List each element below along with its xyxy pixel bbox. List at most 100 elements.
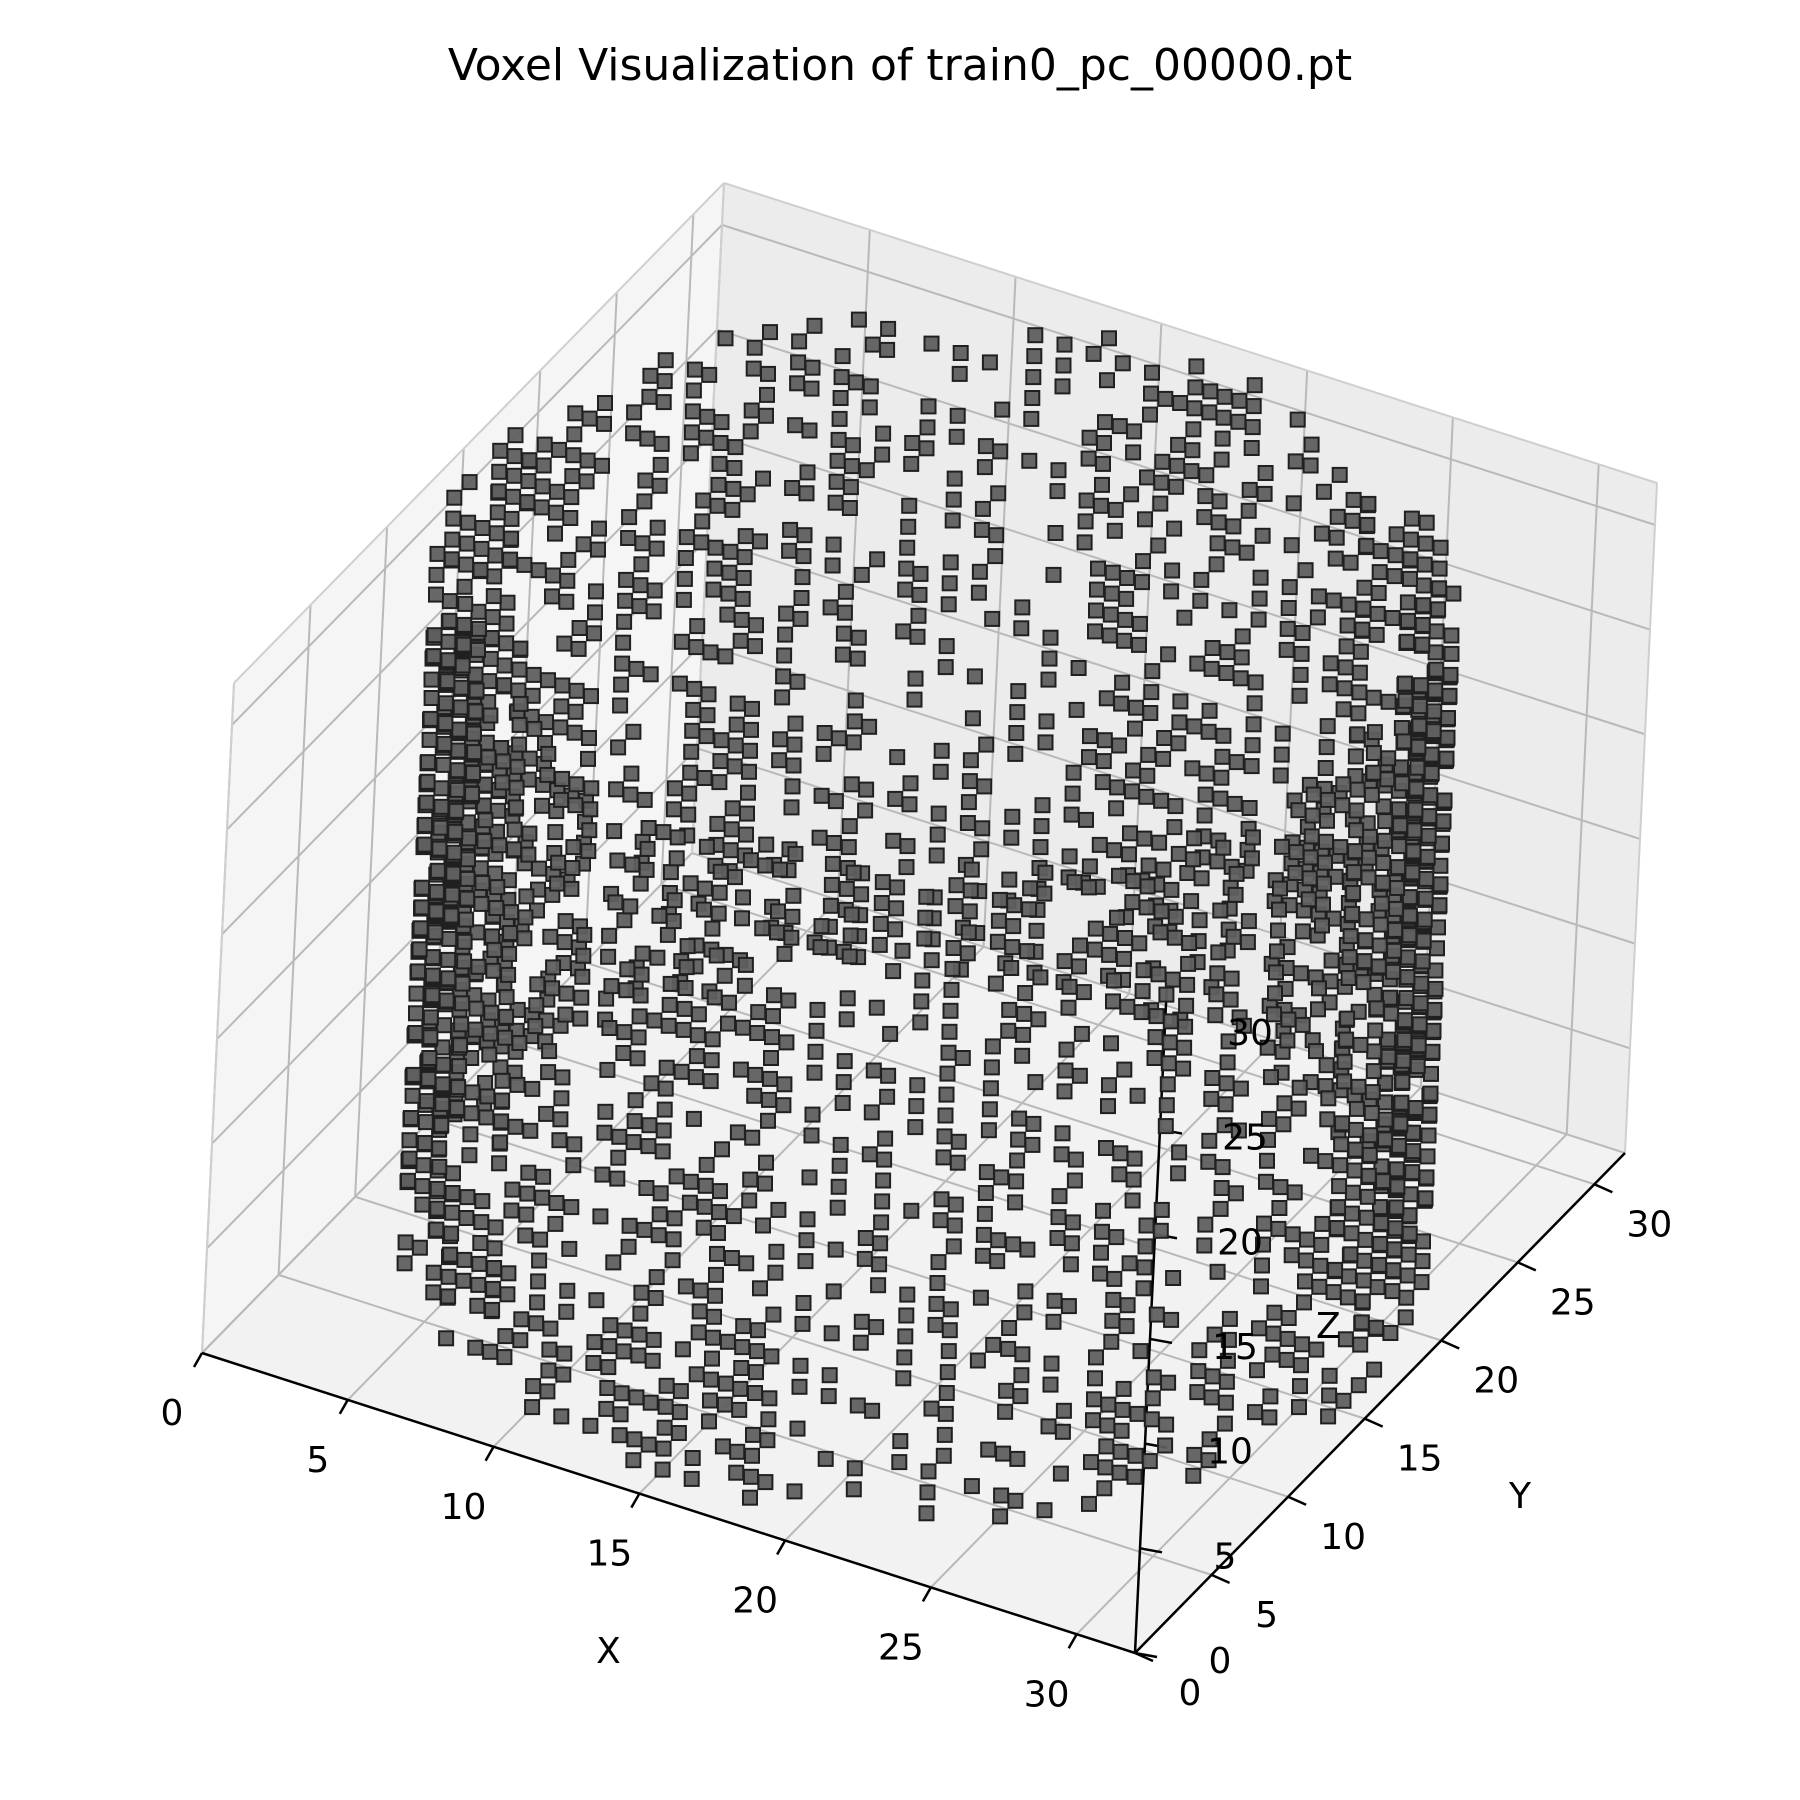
voxel-point: [1160, 1374, 1177, 1391]
voxel-point: [688, 1048, 705, 1065]
voxel-point: [1160, 1055, 1177, 1072]
voxel-point: [874, 1193, 891, 1210]
voxel-point: [657, 1080, 674, 1097]
voxel-point: [642, 367, 659, 384]
voxel-point: [1234, 628, 1251, 645]
voxel-point: [853, 566, 870, 583]
voxel-point: [729, 1124, 746, 1141]
voxel-point: [776, 945, 793, 962]
voxel-point: [1118, 1318, 1135, 1335]
grid-line: [347, 899, 839, 1401]
voxel-point: [1388, 526, 1405, 543]
voxel-point: [1116, 632, 1133, 649]
voxel-point: [1076, 534, 1093, 551]
voxel-point: [658, 1059, 675, 1076]
voxel-point: [452, 699, 469, 716]
voxel-point: [1414, 1253, 1431, 1270]
voxel-point: [1127, 1447, 1144, 1464]
voxel-point: [605, 1254, 622, 1271]
voxel-point: [1013, 620, 1030, 637]
voxel-point: [628, 1389, 645, 1406]
voxel-point: [1304, 807, 1321, 824]
voxel-point: [1137, 1238, 1154, 1255]
voxel-point: [888, 900, 905, 917]
voxel-point: [1332, 1157, 1349, 1174]
voxel-point: [708, 1266, 724, 1283]
voxel-point: [1365, 745, 1382, 761]
voxel-point: [1125, 762, 1141, 779]
voxel-point: [588, 1292, 605, 1309]
voxel-point: [1081, 1495, 1097, 1512]
voxel-point: [563, 489, 580, 506]
voxel-point: [1394, 775, 1411, 792]
voxel-point: [1016, 1304, 1033, 1321]
voxel-point: [843, 776, 860, 793]
voxel-point: [880, 320, 897, 337]
voxel-point: [1003, 829, 1020, 846]
voxel-point: [1119, 570, 1136, 586]
voxel-point: [1025, 1115, 1042, 1132]
voxel-point: [1049, 483, 1066, 500]
voxel-point: [1372, 543, 1389, 560]
voxel-point: [638, 1180, 655, 1196]
voxel-point: [1321, 1387, 1338, 1404]
voxel-point: [942, 554, 959, 571]
voxel-point: [611, 1128, 628, 1145]
voxel-point: [1261, 1110, 1277, 1127]
voxel-point: [939, 1065, 956, 1082]
voxel-point: [1254, 527, 1271, 544]
voxel-point: [608, 781, 625, 798]
voxel-point: [500, 1265, 517, 1282]
voxel-point: [1157, 390, 1174, 407]
voxel-point: [702, 644, 719, 661]
voxel-point: [1278, 1351, 1295, 1368]
voxel-point: [414, 1196, 431, 1213]
voxel-point: [710, 476, 727, 493]
voxel-point: [706, 560, 723, 577]
voxel-point: [1336, 1053, 1353, 1070]
voxel-point: [897, 1328, 914, 1345]
voxel-point: [1170, 845, 1187, 862]
voxel-point: [714, 1438, 731, 1455]
voxel-point: [1254, 1257, 1270, 1274]
voxel-point: [1291, 1399, 1307, 1416]
voxel-point: [1081, 749, 1097, 766]
voxel-point: [717, 1375, 734, 1392]
voxel-point: [817, 1450, 834, 1467]
voxel-point: [1356, 953, 1373, 970]
voxel-point: [611, 1427, 628, 1444]
voxel-point: [484, 609, 501, 626]
voxel-point: [799, 1211, 816, 1228]
voxel-point: [1108, 1229, 1125, 1246]
voxel-point: [692, 1282, 709, 1299]
voxel-point: [907, 1119, 924, 1136]
voxel-point: [673, 1063, 690, 1080]
voxel-point: [418, 1093, 435, 1110]
voxel-point: [1290, 802, 1307, 819]
voxel-point: [1405, 843, 1422, 860]
voxel-point: [1138, 788, 1155, 805]
voxel-point: [1144, 364, 1160, 381]
voxel-point: [843, 458, 860, 475]
voxel-point: [928, 1295, 945, 1312]
voxel-point: [939, 1364, 956, 1381]
voxel-point: [414, 1178, 431, 1195]
voxel-point: [572, 1010, 589, 1027]
voxel-point: [465, 765, 482, 781]
voxel-point: [712, 1183, 728, 1200]
voxel-point: [770, 1201, 787, 1218]
voxel-point: [1266, 1304, 1283, 1321]
voxel-point: [500, 966, 517, 983]
voxel-point: [743, 721, 759, 738]
voxel-point: [721, 564, 738, 581]
voxel-point: [540, 672, 556, 689]
voxel-point: [474, 875, 491, 891]
voxel-point: [561, 1240, 578, 1257]
voxel-point: [1046, 1292, 1063, 1309]
voxel-point: [620, 530, 637, 546]
voxel-point: [570, 640, 587, 657]
voxel-point: [1012, 1388, 1029, 1405]
voxel-point: [908, 1098, 925, 1115]
voxel-point: [1017, 985, 1034, 1001]
voxel-point: [592, 1208, 609, 1225]
